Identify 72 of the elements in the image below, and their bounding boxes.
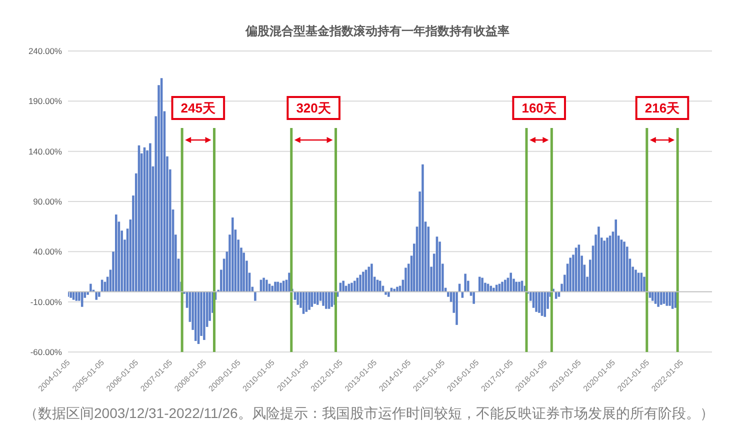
bar: [623, 242, 626, 292]
bar: [668, 292, 671, 306]
bar: [296, 292, 299, 305]
y-tick-label: -10.00%: [30, 296, 62, 307]
bar: [90, 284, 92, 292]
annotation: 320天: [296, 100, 332, 116]
y-tick-label: 240.00%: [28, 46, 62, 56]
bar: [322, 292, 324, 306]
bar: [490, 286, 492, 292]
bar: [149, 143, 152, 292]
y-tick-label: 90.00%: [33, 196, 62, 207]
bar: [614, 220, 617, 292]
bar: [393, 288, 396, 292]
annotation: 216天: [644, 100, 681, 116]
bar: [274, 282, 276, 292]
bar: [544, 292, 546, 317]
bar: [456, 292, 458, 325]
bar: [643, 276, 646, 292]
y-tick-label: 140.00%: [28, 146, 62, 156]
bar: [70, 292, 72, 298]
bar: [271, 286, 274, 292]
bar: [515, 282, 518, 292]
bar: [115, 214, 118, 292]
bar: [266, 280, 268, 292]
bar: [666, 292, 668, 306]
text: （数据区间2003/12/31-2022/11/26。风险提示：我国股市运作时间较短，不能反映证券市场发展的所有阶段。）: [24, 404, 715, 423]
bar: [501, 282, 504, 292]
bar: [308, 292, 310, 310]
chart-title: 偏股混合型基金指数滚动持有一年指数持有收益率: [244, 23, 510, 40]
bar: [606, 238, 608, 292]
bar: [492, 288, 495, 292]
bar: [634, 270, 637, 292]
bar: [388, 292, 390, 297]
bar: [504, 280, 506, 292]
y-tick-label: 190.00%: [28, 96, 62, 106]
bar: [472, 292, 475, 304]
bar: [404, 268, 407, 292]
bar: [384, 292, 387, 295]
bar: [362, 272, 364, 292]
bar: [510, 272, 512, 292]
bar: [464, 274, 466, 292]
bar: [370, 264, 373, 292]
bar: [342, 280, 344, 292]
bar: [359, 274, 362, 292]
bar: [231, 218, 234, 292]
y-tick-label: 40.00%: [33, 246, 62, 257]
bar: [330, 292, 333, 307]
bar: [98, 292, 100, 297]
bar: [353, 280, 356, 292]
bar: [660, 292, 662, 305]
bar: [314, 292, 316, 304]
bar: [350, 282, 353, 292]
bar: [254, 292, 256, 301]
bar: [422, 164, 424, 292]
bar: [396, 286, 398, 292]
bar: [95, 292, 98, 300]
bar: [325, 292, 328, 309]
bar: [535, 292, 538, 312]
bar: [86, 292, 89, 295]
bar: [262, 278, 265, 292]
bar: [481, 278, 484, 292]
y-tick-label: -60.00%: [30, 347, 62, 358]
bar: [518, 282, 520, 292]
annotation: 160天: [522, 100, 558, 116]
bar: [276, 282, 279, 292]
bar: [538, 292, 540, 313]
bar: [657, 292, 660, 307]
bar: [203, 292, 206, 340]
bar: [280, 282, 282, 292]
bar: [598, 226, 600, 292]
bar: [569, 258, 572, 292]
annotation: 245天: [180, 100, 216, 116]
